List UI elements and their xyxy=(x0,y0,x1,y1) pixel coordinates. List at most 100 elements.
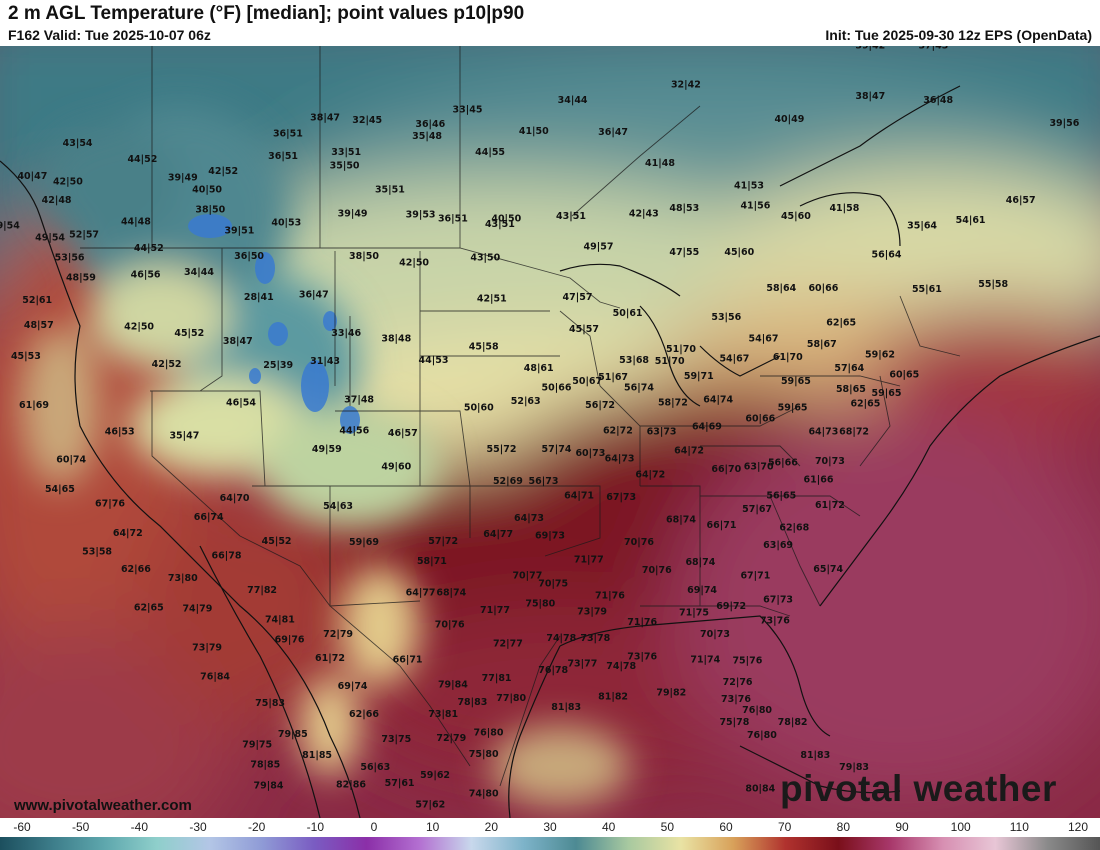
point-value: 45|60 xyxy=(724,247,754,258)
point-value: 52|61 xyxy=(22,295,52,306)
point-value: 53|58 xyxy=(82,547,112,558)
point-value: 78|83 xyxy=(457,697,487,708)
point-value: 73|76 xyxy=(627,652,657,663)
point-value: 56|74 xyxy=(624,383,654,394)
point-value: 48|61 xyxy=(524,363,554,374)
point-value: 55|58 xyxy=(978,279,1008,290)
point-values-layer: 43|54 44|52 40|47 42|50 39|49 42|52 36|51 32|45… xyxy=(0,46,1080,810)
point-value: 39|51 xyxy=(224,226,254,237)
point-value: 73|79 xyxy=(577,606,607,617)
point-value: 42|52 xyxy=(208,166,238,177)
point-value: 64|74 xyxy=(703,395,733,406)
point-value: 57|62 xyxy=(415,799,445,810)
point-value: 61|69 xyxy=(19,400,49,411)
point-value: 44|52 xyxy=(134,243,164,254)
point-value: 63|73 xyxy=(647,427,677,438)
point-value: 45|52 xyxy=(174,328,204,339)
point-value: 44|53 xyxy=(419,355,449,366)
point-value: 33|45 xyxy=(453,105,483,116)
point-value: 71|75 xyxy=(679,608,709,619)
point-value: 81|83 xyxy=(800,750,830,761)
point-value: 70|75 xyxy=(538,578,568,589)
colorbar-tick-label: -30 xyxy=(189,820,207,834)
temperature-map[interactable]: 43|54 44|52 40|47 42|50 39|49 42|52 36|51 32|45… xyxy=(0,46,1100,818)
point-value: 63|69 xyxy=(763,540,793,551)
point-value: 59|65 xyxy=(872,388,902,399)
point-value: 70|76 xyxy=(624,537,654,548)
point-value: 73|79 xyxy=(192,642,222,653)
point-value: 64|71 xyxy=(564,491,594,502)
point-value: 60|65 xyxy=(889,369,919,380)
point-value: 36|50 xyxy=(234,251,264,262)
point-value: 45|52 xyxy=(262,536,292,547)
point-value: 44|52 xyxy=(127,154,157,165)
point-value: 42|43 xyxy=(629,208,659,219)
point-value: 36|51 xyxy=(273,129,303,140)
colorbar-tick-label: 70 xyxy=(777,820,792,834)
colorbar-tick-label: 20 xyxy=(484,820,499,834)
point-value: 68|74 xyxy=(685,557,715,568)
point-value: 50|61 xyxy=(613,308,643,319)
point-value: 59|62 xyxy=(420,770,450,781)
point-value: 61|70 xyxy=(773,352,803,363)
point-value: 53|56 xyxy=(711,312,741,323)
point-value: 74|79 xyxy=(182,604,212,615)
point-value: 58|71 xyxy=(417,556,447,567)
point-value: 67|73 xyxy=(763,594,793,605)
colorbar-tick-label: 90 xyxy=(895,820,909,834)
point-value: 71|77 xyxy=(574,554,604,565)
point-value: 64|72 xyxy=(674,445,704,456)
point-value: 76|78 xyxy=(538,665,568,676)
point-value: 63|70 xyxy=(744,461,774,472)
point-value: 41|53 xyxy=(734,180,764,191)
colorbar-tick-label: 100 xyxy=(950,820,971,834)
point-value: 58|67 xyxy=(807,339,837,350)
point-value: 40|53 xyxy=(271,218,301,229)
point-value: 52|63 xyxy=(511,396,541,407)
point-value: 49|54 xyxy=(35,232,65,243)
state-borders xyxy=(80,46,961,787)
point-value: 65|74 xyxy=(813,564,843,575)
point-value: 71|74 xyxy=(690,654,720,665)
point-value: 66|78 xyxy=(212,550,242,561)
point-value: 79|75 xyxy=(242,740,272,751)
point-value: 59|65 xyxy=(778,403,808,414)
point-value: 38|50 xyxy=(195,204,225,215)
point-value: 33|46 xyxy=(331,328,361,339)
point-value: 47|57 xyxy=(563,292,593,303)
colorbar-tick-label: -40 xyxy=(130,820,148,834)
point-value: 44|55 xyxy=(475,147,505,158)
point-value: 39|53 xyxy=(406,210,436,221)
point-value: 46|54 xyxy=(226,397,256,408)
colorbar-tick-label: 0 xyxy=(370,820,378,834)
point-value: 75|80 xyxy=(525,598,555,609)
point-value: 34|44 xyxy=(558,95,588,106)
point-value: 41|58 xyxy=(829,203,859,214)
point-value: 45|57 xyxy=(569,324,599,335)
point-value: 56|73 xyxy=(529,476,559,487)
point-value: 35|48 xyxy=(412,131,442,142)
point-value: 28|41 xyxy=(244,292,274,303)
point-value: 48|53 xyxy=(669,203,699,214)
point-value: 70|73 xyxy=(815,456,845,467)
point-value: 66|71 xyxy=(393,654,423,665)
point-value: 59|69 xyxy=(349,537,379,548)
point-value: 41|48 xyxy=(645,158,675,169)
colorbar-tick-label: -50 xyxy=(71,820,90,834)
point-value: 64|77 xyxy=(406,588,436,599)
point-value: 68|72 xyxy=(839,427,869,438)
point-value: 50|66 xyxy=(542,383,572,394)
website-url[interactable]: www.pivotalweather.com xyxy=(14,797,192,814)
point-value: 37|48 xyxy=(344,395,374,406)
point-value: 67|76 xyxy=(95,499,125,510)
point-value: 40|49 xyxy=(774,114,804,125)
point-value: 40|50 xyxy=(192,184,222,195)
point-value: 69|76 xyxy=(275,634,305,645)
point-value: 55|61 xyxy=(912,284,942,295)
point-value: 73|80 xyxy=(168,573,198,584)
point-value: 38|47 xyxy=(310,113,340,124)
point-value: 42|51 xyxy=(477,294,507,305)
point-value: 75|76 xyxy=(732,656,762,667)
point-value: 74|78 xyxy=(546,633,576,644)
point-value: 58|72 xyxy=(658,397,688,408)
